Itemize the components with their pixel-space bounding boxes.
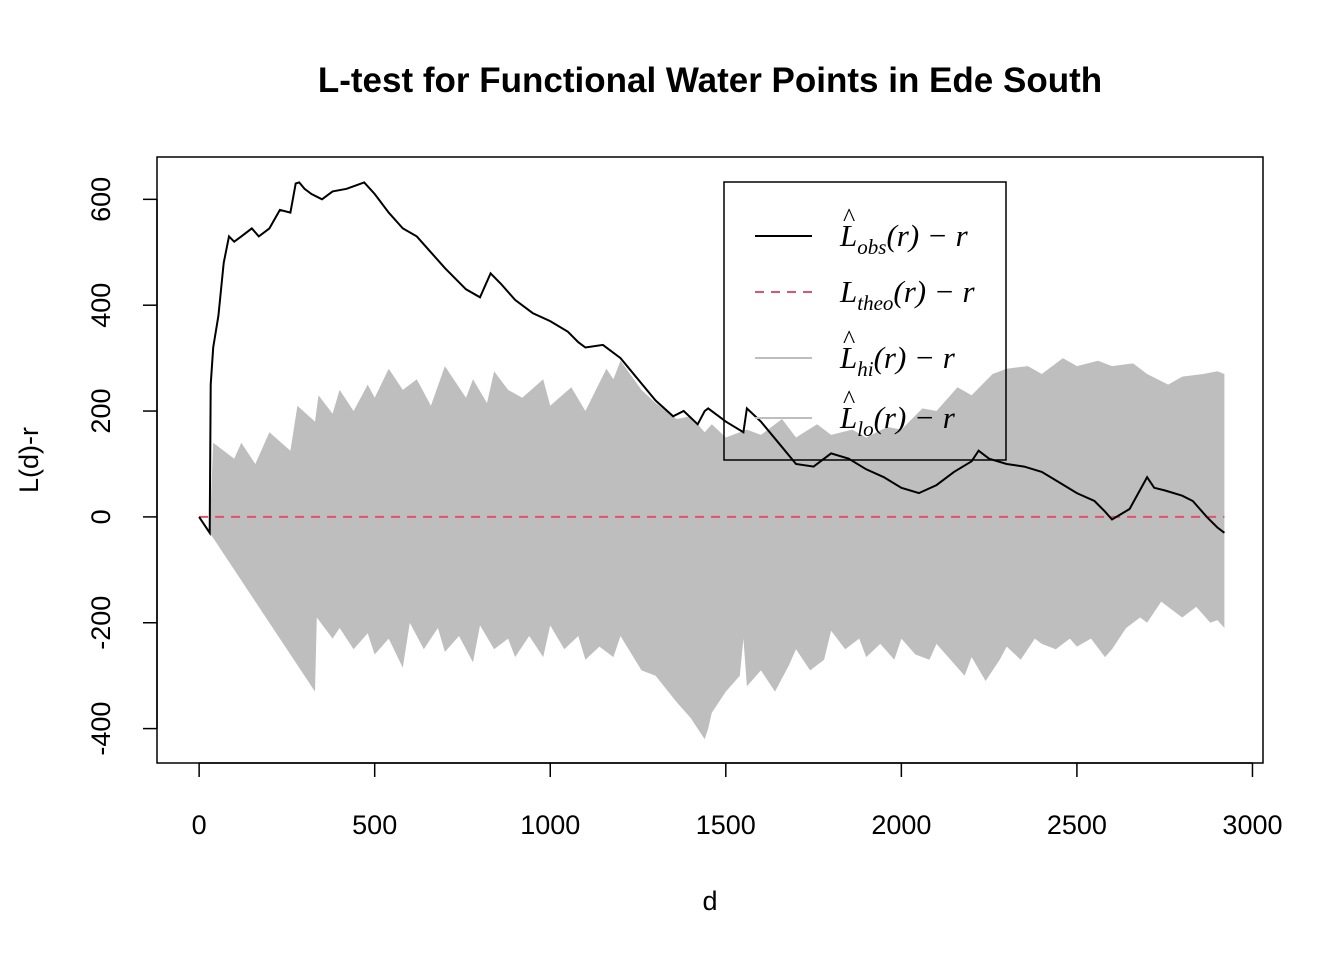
legend-hat-lo: ^ — [843, 385, 855, 414]
x-tick-label: 0 — [192, 810, 207, 840]
legend-label-hi: Lhi(r) − r — [839, 340, 956, 381]
y-tick-label: 0 — [86, 509, 116, 524]
legend-label-lo: Llo(r) − r — [839, 400, 956, 441]
x-tick-label: 2500 — [1047, 810, 1107, 840]
x-tick-label: 3000 — [1222, 810, 1282, 840]
y-tick-label: 600 — [86, 177, 116, 222]
x-tick-label: 2000 — [871, 810, 931, 840]
chart-title: L-test for Functional Water Points in Ed… — [318, 61, 1102, 100]
x-tick-label: 1000 — [520, 810, 580, 840]
y-tick-label: 200 — [86, 389, 116, 434]
plot-area — [198, 181, 1226, 740]
legend-label-obs: Lobs(r) − r — [839, 218, 969, 259]
x-tick-label: 1500 — [696, 810, 756, 840]
y-axis: -400 -200 0 200 400 600 — [86, 177, 158, 756]
legend-hat-hi: ^ — [843, 325, 855, 354]
x-tick-label: 500 — [352, 810, 397, 840]
y-tick-label: -400 — [86, 702, 116, 756]
y-axis-label: L(d)-r — [14, 427, 44, 493]
y-tick-label: 400 — [86, 283, 116, 328]
envelope-band — [199, 358, 1225, 740]
legend-hat-obs: ^ — [843, 203, 855, 232]
x-axis-label: d — [702, 886, 717, 916]
legend-label-theo: Ltheo(r) − r — [839, 274, 976, 315]
x-axis: 0 500 1000 1500 2000 2500 3000 — [192, 762, 1283, 840]
series-obs-line — [198, 181, 1226, 537]
legend-box — [723, 181, 1007, 461]
y-tick-label: -200 — [86, 596, 116, 650]
